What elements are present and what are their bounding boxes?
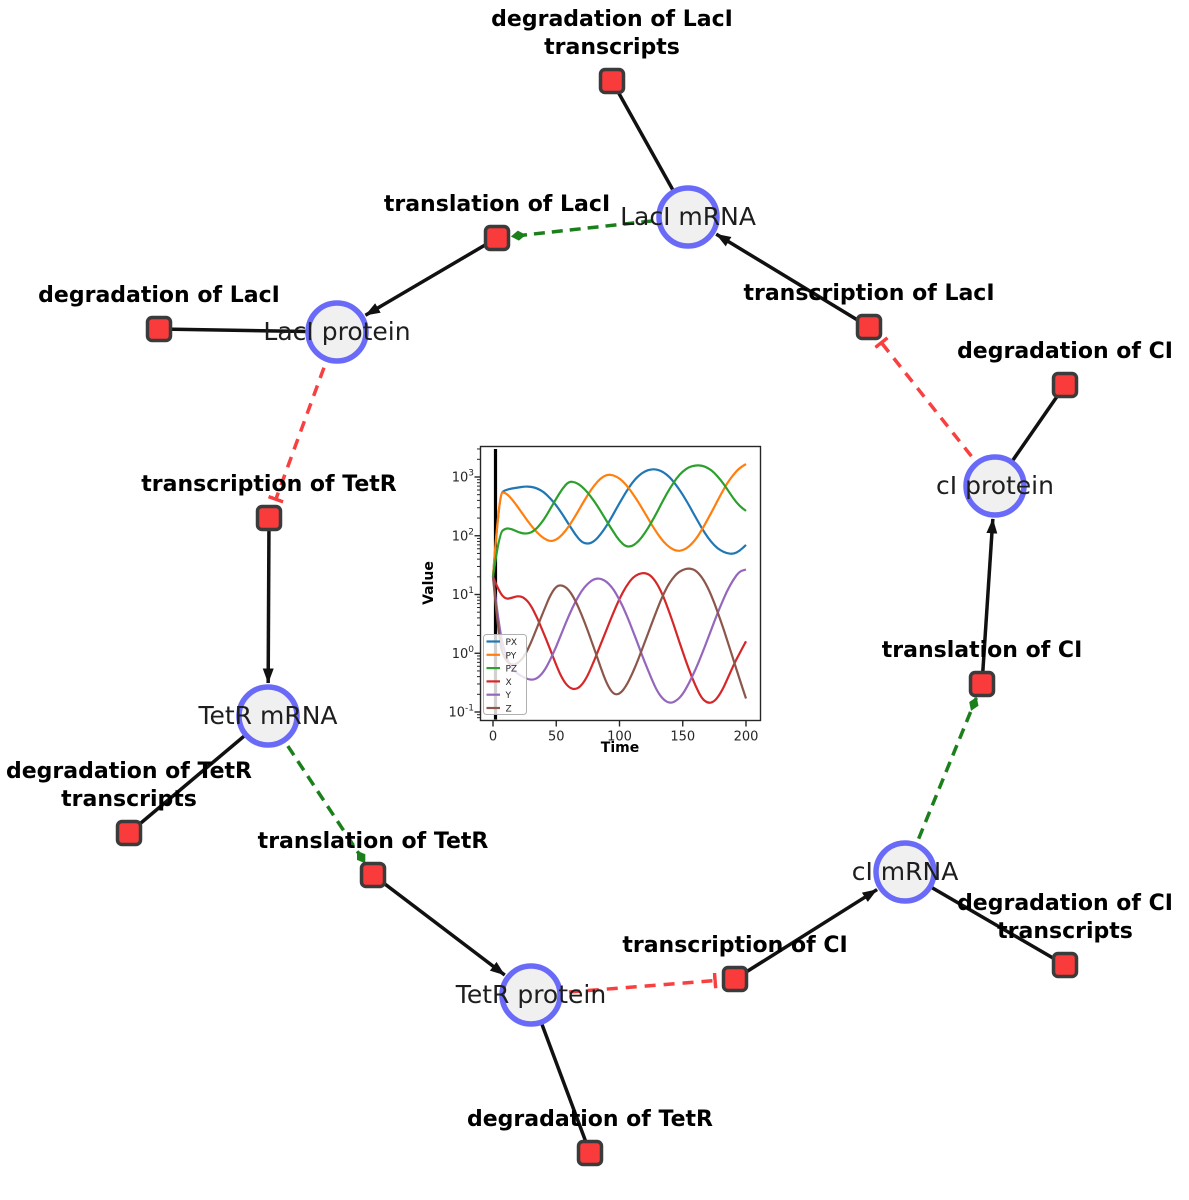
reaction-node-tl_tetr[interactable] (359, 861, 387, 889)
chart-series-PY (491, 463, 747, 577)
chart-series-PZ (491, 464, 747, 577)
reaction-label-deg_laci_tx-line2: transcripts (544, 35, 680, 60)
edge-inhibitor-ci_protein-to-tx_laci (874, 336, 997, 488)
reaction-label-deg_ci_tx-line2: transcripts (997, 919, 1133, 944)
edge-arrow-tl_tetr-to-tetr_protein (371, 873, 506, 977)
reaction-label-deg_tetr_tx-line1: degradation of TetR (6, 759, 252, 784)
reaction-node-deg_tetr_tx[interactable] (115, 819, 143, 847)
reaction-label-deg_ci_tx-line1: degradation of CI (957, 891, 1173, 916)
reaction-node-tl_laci[interactable] (483, 224, 511, 252)
legend-label-Z: Z (506, 705, 512, 715)
species-label-tetr_mrna: TetR mRNA (197, 701, 337, 730)
reaction-node-deg_ci[interactable] (1051, 371, 1079, 399)
species-node-tetr_mrna[interactable] (236, 684, 300, 748)
y-tick-label: 100 (452, 645, 475, 662)
edge-modifier-laci_mrna-to-tl_laci (510, 215, 689, 241)
legend-label-PZ: PZ (506, 665, 518, 675)
edge-arrow-tx_laci-to-laci_mrna (715, 232, 870, 329)
reaction-node-deg_tetr[interactable] (576, 1139, 604, 1167)
x-tick-label: 150 (670, 730, 695, 745)
reaction-label-tx_ci: transcription of CI (622, 933, 847, 958)
x-tick-label: 50 (548, 730, 565, 745)
edge-modifier-tetr_mrna-to-tl_tetr (266, 715, 367, 864)
network-species-nodes (236, 185, 1027, 1027)
species-label-ci_protein: cI protein (936, 471, 1054, 500)
edge-arrow-tl_laci-to-laci_protein (364, 236, 498, 317)
edge-arrow-tl_ci-to-ci_protein (980, 518, 998, 685)
reaction-label-deg_tetr_tx-line2: transcripts (61, 787, 197, 812)
chart-series-PX (491, 468, 747, 577)
network-labels: degradation of LacI transcripts translatio… (6, 7, 1173, 1132)
species-label-ci_mrna: cI mRNA (852, 857, 959, 886)
reaction-node-deg_laci[interactable] (145, 315, 173, 343)
legend-label-PY: PY (506, 651, 517, 661)
species-node-ci_mrna[interactable] (873, 840, 937, 904)
reaction-label-tl_laci: translation of LacI (384, 192, 610, 217)
legend-label-Y: Y (505, 691, 512, 701)
reaction-label-tl_ci: translation of CI (882, 638, 1083, 663)
x-axis-title: Time (601, 740, 639, 756)
edge-inhibitor-tetr_protein-to-tx_ci (530, 972, 718, 997)
edge-arrow-tx_tetr-to-tetr_mrna (262, 517, 274, 684)
y-tick-label: 102 (452, 527, 474, 544)
reaction-node-deg_ci_tx[interactable] (1051, 951, 1079, 979)
inset-timeseries-chart: 0 50 100 150 20010310210110010-1TimeValuePXP… (421, 445, 762, 756)
species-label-laci_protein: LacI protein (263, 317, 410, 346)
reaction-label-tl_tetr: translation of TetR (258, 829, 489, 854)
legend-label-X: X (506, 678, 512, 688)
reaction-node-tx_laci[interactable] (855, 313, 883, 341)
reaction-node-tx_ci[interactable] (721, 965, 749, 993)
species-node-ci_protein[interactable] (963, 454, 1027, 518)
y-axis-title: Value (421, 561, 437, 605)
species-node-tetr_protein[interactable] (499, 963, 563, 1027)
reaction-node-tl_ci[interactable] (968, 670, 996, 698)
x-tick-label: 100 (607, 730, 632, 745)
species-label-laci_mrna: LacI mRNA (620, 202, 756, 231)
edge-modifier-ci_mrna-to-tl_ci (903, 696, 979, 873)
reaction-node-deg_laci_tx[interactable] (598, 67, 626, 95)
y-tick-label: 10-1 (448, 704, 474, 721)
x-tick-label: 0 (489, 730, 497, 745)
chart-curves (491, 463, 748, 704)
reaction-label-deg_laci_tx-line1: degradation of LacI (491, 7, 733, 32)
y-tick-label: 101 (452, 586, 474, 603)
reaction-label-tx_tetr: transcription of TetR (141, 472, 397, 497)
x-tick-label: 200 (734, 730, 759, 745)
reaction-label-deg_ci: degradation of CI (957, 339, 1173, 364)
reaction-node-tx_tetr[interactable] (255, 504, 283, 532)
chart-series-Z (491, 567, 748, 699)
species-label-tetr_protein: TetR protein (455, 980, 606, 1009)
reaction-label-deg_tetr: degradation of TetR (467, 1107, 713, 1132)
chart-legend: PX PY PZ XYZ (483, 634, 527, 715)
chart-frame (479, 445, 762, 722)
chart-series-Y (491, 568, 747, 704)
species-node-laci_mrna[interactable] (656, 185, 720, 249)
edge-arrow-tx_ci-to-ci_mrna (734, 888, 879, 981)
legend-label-PX: PX (506, 638, 518, 648)
reaction-label-tx_laci: transcription of LacI (743, 281, 994, 306)
network-reaction-squares (115, 67, 1079, 1167)
chart-series-X (491, 572, 747, 704)
reaction-label-deg_laci: degradation of LacI (38, 283, 280, 308)
y-tick-label: 103 (452, 469, 474, 486)
species-node-laci_protein[interactable] (305, 300, 369, 364)
